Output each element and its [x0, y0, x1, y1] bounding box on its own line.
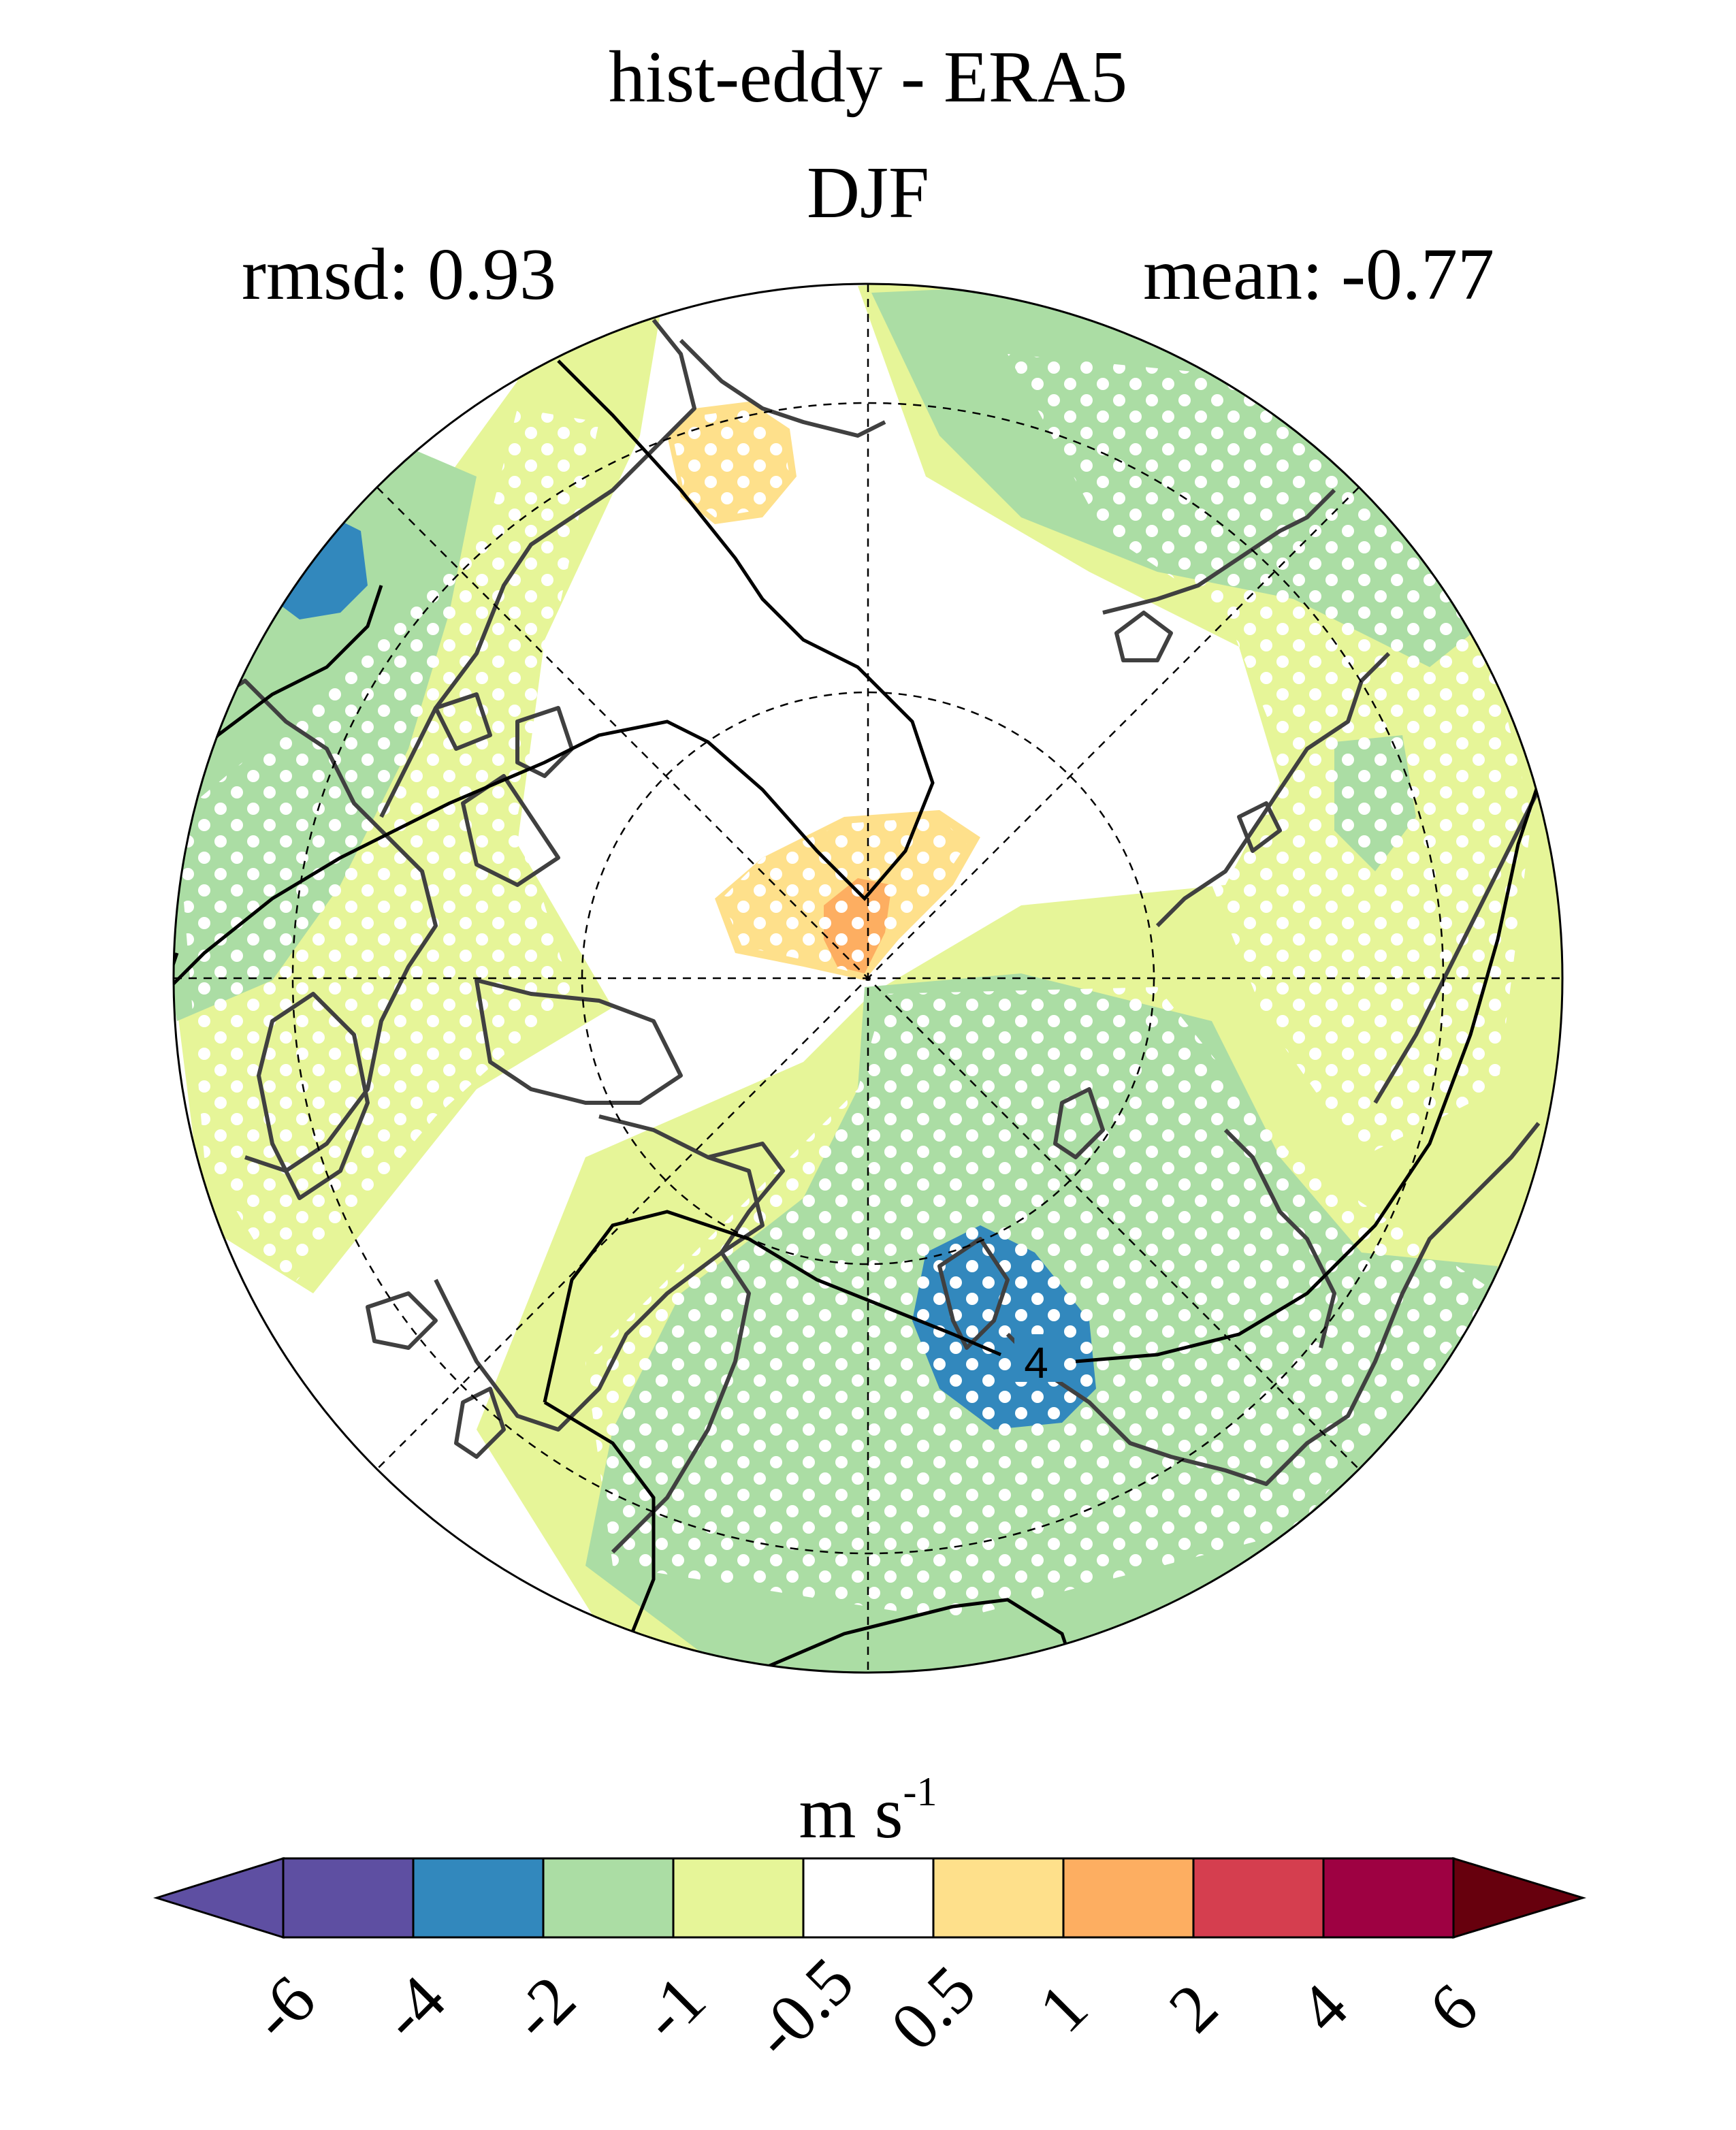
- colorbar-box: [542, 1857, 675, 1939]
- season-label: DJF: [806, 152, 930, 233]
- coastline-uk: [454, 1387, 506, 1459]
- coastline-greenland: [379, 319, 696, 818]
- colorbar-arrow-high: [1452, 1856, 1587, 1939]
- colorbar-box: [802, 1857, 935, 1939]
- colorbar-units: m s-1: [799, 1769, 937, 1854]
- polar-map: 4: [172, 283, 1564, 1674]
- coastline-scandinavia: [434, 1114, 765, 1432]
- coastline-novaya-zemlya: [937, 1237, 1010, 1350]
- colorbar-box: [282, 1857, 415, 1939]
- coastline-greenland-east: [475, 978, 683, 1105]
- colorbar-arrow-low: [152, 1856, 285, 1939]
- colorbar-box: [1062, 1857, 1195, 1939]
- rmsd-label: rmsd: 0.93: [242, 234, 557, 315]
- colorbar-box: [672, 1857, 805, 1939]
- significance-stipple-pacific: [1008, 354, 1532, 1157]
- contour-line-1: [174, 359, 935, 995]
- colorbar-box: [1322, 1857, 1455, 1939]
- significance-stipple-west: [177, 408, 599, 1293]
- significance-stipple-pole: [722, 817, 967, 973]
- significance-stipple-east: [585, 987, 1498, 1620]
- coastline-chukotka: [1102, 488, 1336, 615]
- coastline-wrangel: [1114, 611, 1173, 662]
- coastline-canadian-archipelago: [434, 692, 574, 887]
- contour-line-5: [1075, 782, 1541, 1363]
- colorbar: [152, 1856, 1587, 1939]
- coastlines: [189, 319, 1541, 1554]
- coastline-iceland: [366, 1291, 438, 1350]
- coastline-europe: [611, 1142, 785, 1554]
- meridian-135e-45w: [376, 487, 1360, 1470]
- contour-line-6: [543, 1400, 656, 1648]
- map-title: hist-eddy - ERA5: [609, 37, 1127, 118]
- coastline-siberia: [1006, 1122, 1541, 1486]
- graticule: [174, 284, 1562, 1673]
- contour-label: 4: [1024, 1338, 1048, 1387]
- coastline-north-america: [189, 679, 438, 1173]
- map-frame: [172, 283, 1564, 1674]
- mean-label: mean: -0.77: [1143, 234, 1494, 315]
- significance-stipple-greenland: [674, 408, 790, 517]
- coastline-svalbard: [1053, 1087, 1105, 1159]
- colorbar-box: [412, 1857, 545, 1939]
- coastline-east-siberia: [1155, 651, 1391, 928]
- colorbar-box: [932, 1857, 1065, 1939]
- colorbar-box: [1192, 1857, 1325, 1939]
- coastline-hudson-bay: [257, 992, 370, 1200]
- coastline-new-siberian-islands: [1237, 801, 1282, 853]
- coastline-taymyr: [1223, 1128, 1336, 1349]
- coastline-bering: [1373, 788, 1541, 1104]
- contour-label-bg: [1014, 1334, 1062, 1382]
- contour-line-7: [748, 1598, 1078, 1673]
- coastline-alaska: [679, 338, 886, 438]
- lat-circle-60: [291, 402, 1445, 1555]
- colorbar-boxes: [152, 1856, 1587, 1939]
